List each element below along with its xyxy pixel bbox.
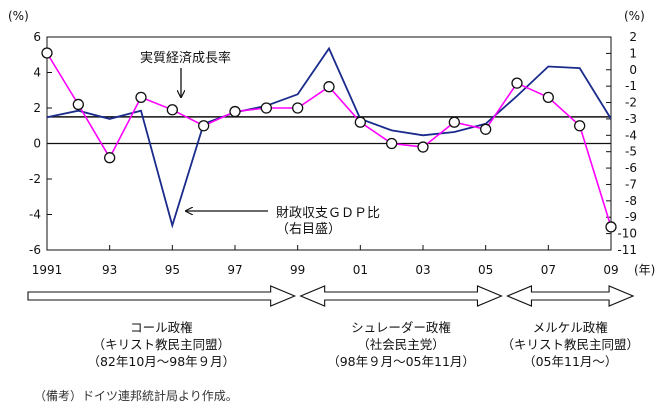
era-party: （キリスト教民主同盟） <box>93 337 231 352</box>
growth-rate-point <box>166 104 178 116</box>
left-tick-label: 0 <box>33 137 41 151</box>
era-party: （社会民主党） <box>357 337 445 352</box>
era-timeline: コール政権 （キリスト教民主同盟） （82年10月〜98年９月） シュレーダー政権 （社… <box>27 285 640 369</box>
growth-rate-point <box>229 105 241 118</box>
era-name: メルケル政権 <box>533 320 608 335</box>
era-party: （キリスト教民主同盟） <box>502 337 640 352</box>
x-tick-label: 03 <box>415 263 430 277</box>
growth-rate-point <box>135 91 147 103</box>
x-tick-label: 99 <box>290 263 305 277</box>
fiscal-balance-line <box>46 46 612 229</box>
growth-rate-point <box>323 81 335 93</box>
x-axis: 1991 93 95 97 99 01 03 05 07 09 <box>32 245 619 277</box>
x-tick-label: 09 <box>603 263 618 277</box>
left-tick-label: 6 <box>33 30 41 44</box>
growth-rate-point <box>354 116 366 128</box>
right-tick-label: -8 <box>625 194 637 208</box>
right-tick-label: -5 <box>625 145 637 159</box>
era-name: コール政権 <box>130 320 193 335</box>
right-tick-label: -7 <box>625 177 637 191</box>
right-tick-label: 0 <box>629 63 637 77</box>
x-tick-label: 07 <box>541 263 556 277</box>
right-tick-label: -2 <box>625 96 637 110</box>
x-tick-label: 05 <box>478 263 493 277</box>
left-tick-label: -2 <box>29 172 41 186</box>
source-note: （備考）ドイツ連邦統計局より作成。 <box>34 388 238 403</box>
growth-rate-point <box>292 102 304 114</box>
growth-rate-point <box>480 123 492 135</box>
left-tick-label: 4 <box>33 66 41 80</box>
era-arrow <box>27 285 297 307</box>
era-name: シュレーダー政権 <box>351 320 451 335</box>
right-tick-label: -3 <box>625 112 637 126</box>
growth-rate-point <box>41 47 53 59</box>
right-tick-label: -10 <box>617 227 637 241</box>
fiscal-balance-axis-note: （右目盛） <box>276 222 341 237</box>
growth-rate-point <box>72 98 84 111</box>
x-axis-unit: (年) <box>634 263 655 277</box>
x-tick-label: 01 <box>353 263 368 277</box>
left-tick-label: -4 <box>29 208 41 222</box>
right-tick-label: 2 <box>629 30 637 44</box>
growth-rate-point <box>386 137 398 150</box>
growth-rate-point <box>417 141 429 153</box>
x-tick-label: 97 <box>227 263 242 277</box>
right-axis: 2 1 0 -1 -2 -3 -4 -5 -6 -7 -8 -9 -10 -11 <box>606 30 637 257</box>
left-tick-label: 2 <box>33 101 41 115</box>
growth-rate-point <box>448 116 460 128</box>
series-layer <box>41 46 617 233</box>
growth-rate-point <box>542 91 554 103</box>
growth-rate-line <box>46 52 612 228</box>
left-axis-unit: (%) <box>8 9 29 23</box>
growth-rate-point <box>104 152 116 164</box>
fiscal-balance-label: 財政収支ＧＤＰ比 <box>276 206 380 221</box>
left-axis: 6 4 2 0 -2 -4 -6 <box>29 30 52 257</box>
right-tick-label: -4 <box>625 128 637 142</box>
growth-rate-point <box>605 221 617 233</box>
x-tick-label: 95 <box>165 263 180 277</box>
right-axis-unit: (%) <box>624 9 645 23</box>
right-tick-label: -9 <box>625 210 637 224</box>
era-period: （98年９月〜05年11月） <box>327 354 475 369</box>
x-tick-label: 1991 <box>32 263 63 277</box>
right-tick-label: -1 <box>625 79 637 93</box>
growth-rate-point <box>198 120 210 132</box>
growth-rate-point <box>260 102 272 114</box>
era-arrow <box>299 285 503 307</box>
era-period: （82年10月〜98年９月） <box>87 354 235 369</box>
growth-rate-label: 実質経済成長率 <box>140 50 231 66</box>
era-period: （05年11月〜） <box>523 354 617 369</box>
x-tick-label: 93 <box>102 263 117 277</box>
growth-rate-point <box>511 77 523 89</box>
left-tick-label: -6 <box>29 243 41 257</box>
growth-rate-point <box>574 120 586 132</box>
right-tick-label: -6 <box>625 161 637 175</box>
right-tick-label: 1 <box>629 46 637 60</box>
right-tick-label: -11 <box>617 243 637 257</box>
era-arrow <box>506 285 635 307</box>
